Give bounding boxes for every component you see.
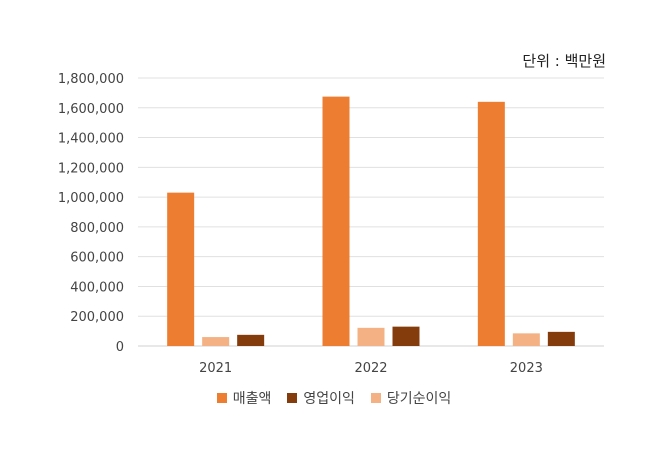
legend-item: 매출액 <box>216 388 272 408</box>
legend-label: 당기순이익 <box>386 391 452 407</box>
y-tick-label: 1,600,000 <box>58 102 124 117</box>
x-tick-label: 2022 <box>354 361 387 376</box>
bar-영업이익-2021 <box>237 334 265 346</box>
x-tick-label: 2023 <box>510 361 543 376</box>
bar-당기순이익-2022 <box>357 327 385 346</box>
bar-매출액-2022 <box>322 96 350 346</box>
bar-당기순이익-2023 <box>512 333 540 346</box>
y-tick-label: 200,000 <box>70 310 124 325</box>
legend-item: 당기순이익 <box>370 388 452 408</box>
bar-영업이익-2023 <box>547 331 575 346</box>
bar-매출액-2023 <box>477 101 505 346</box>
y-tick-label: 1,200,000 <box>58 161 124 176</box>
legend-item: 영업이익 <box>287 388 355 408</box>
legend: 매출액 영업이익 당기순이익 <box>0 388 668 408</box>
y-tick-label: 600,000 <box>70 251 124 266</box>
y-tick-label: 1,400,000 <box>58 132 124 147</box>
legend-swatch <box>216 393 227 403</box>
legend-swatch <box>287 393 298 403</box>
unit-label: 단위 : 백만원 <box>522 52 606 70</box>
y-tick-label: 800,000 <box>70 221 124 236</box>
y-tick-label: 400,000 <box>70 280 124 295</box>
y-tick-label: 1,800,000 <box>58 72 124 87</box>
y-tick-label: 1,000,000 <box>58 191 124 206</box>
bar-영업이익-2022 <box>392 326 420 346</box>
legend-swatch <box>370 393 381 403</box>
legend-label: 매출액 <box>232 391 272 407</box>
y-tick-label: 0 <box>116 340 124 355</box>
x-tick-label: 2021 <box>199 361 232 376</box>
legend-label: 영업이익 <box>303 391 355 407</box>
bar-당기순이익-2021 <box>202 337 230 346</box>
bar-매출액-2021 <box>167 192 195 346</box>
